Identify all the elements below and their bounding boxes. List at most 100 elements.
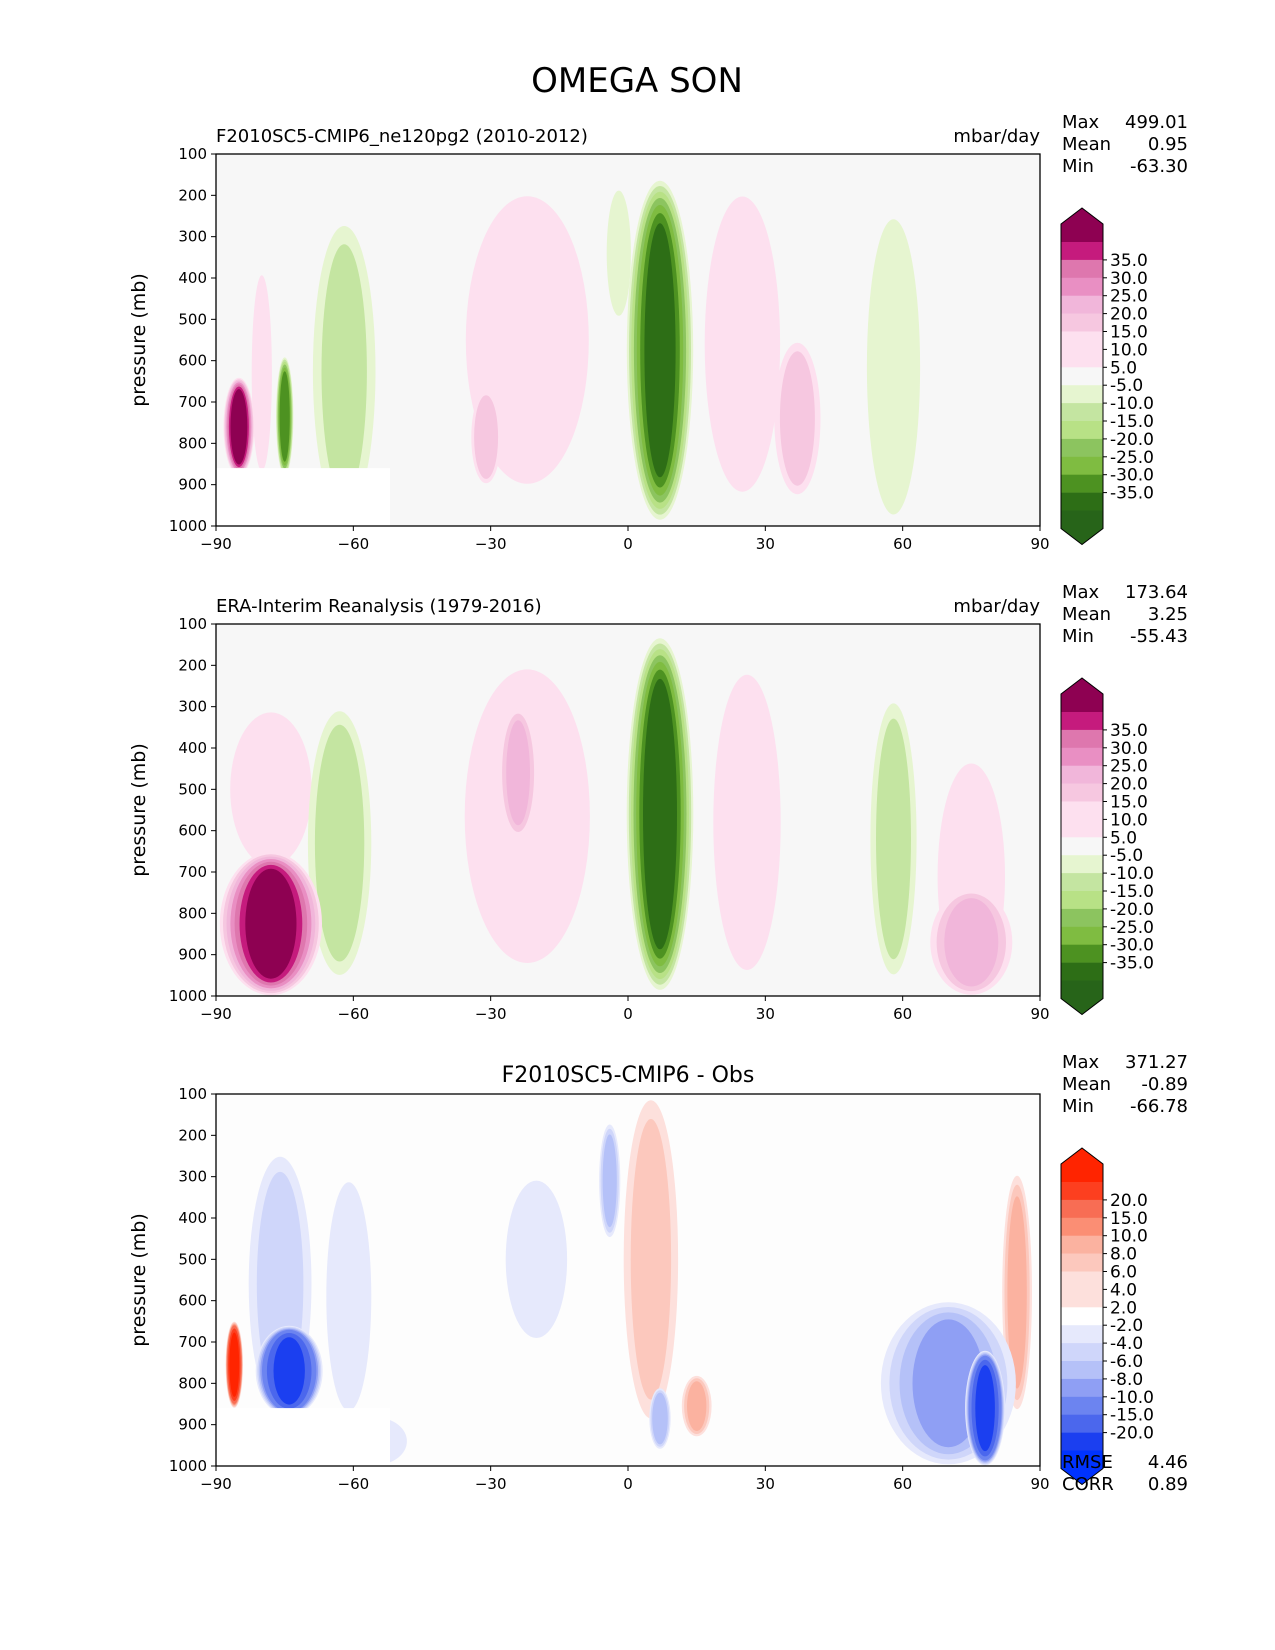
- stat-value: 0.95: [1148, 134, 1188, 155]
- panel-units: mbar/day: [953, 126, 1040, 147]
- contour-band: [944, 898, 999, 987]
- colorbar-segment: [1061, 1432, 1103, 1451]
- colorbar-max-extension: [1061, 208, 1103, 242]
- colorbar-segment: [1061, 1414, 1103, 1433]
- colorbar-segment: [1061, 1325, 1103, 1344]
- colorbar-label: 20.0: [1110, 1191, 1148, 1211]
- colorbar-label: 30.0: [1110, 269, 1148, 289]
- contour-feature: [498, 708, 538, 838]
- colorbar-segment: [1061, 242, 1103, 261]
- colorbar-segment: [1061, 403, 1103, 422]
- y-tick-label: 300: [178, 228, 207, 246]
- x-tick-label: −30: [475, 535, 507, 553]
- stat-label: Mean: [1062, 1074, 1111, 1095]
- contour-band: [630, 1119, 672, 1400]
- colorbar-segment: [1061, 331, 1103, 350]
- y-tick-label: 700: [178, 863, 207, 881]
- colorbar-segment: [1061, 712, 1103, 731]
- colorbar-label: 15.0: [1110, 323, 1148, 343]
- colorbar-label: 10.0: [1110, 1227, 1148, 1247]
- extra-stat-value: 0.89: [1148, 1474, 1188, 1495]
- contour-band: [245, 868, 297, 979]
- contour-band: [644, 223, 676, 478]
- colorbar-label: 5.0: [1110, 358, 1137, 378]
- colorbar-label: 35.0: [1110, 721, 1148, 741]
- y-tick-label: 100: [178, 1085, 207, 1103]
- contour-feature: [251, 275, 272, 471]
- colorbar-label: 20.0: [1110, 775, 1148, 795]
- panel-3: −90 −60 −30 0 30 60 90 100 200 300 400 500 600 700 800…: [128, 1052, 1188, 1495]
- contour-band: [273, 1337, 305, 1405]
- contour-feature: [623, 1100, 679, 1419]
- contour-band: [975, 1365, 995, 1452]
- colorbar-label: 2.0: [1110, 1298, 1137, 1318]
- contour-band: [321, 244, 367, 498]
- colorbar-segment: [1061, 819, 1103, 838]
- contour-feature: [471, 391, 501, 484]
- panel-title-left: F2010SC5-CMIP6_ne120pg2 (2010-2012): [216, 126, 588, 147]
- colorbar-label: 35.0: [1110, 251, 1148, 271]
- colorbar-label: -10.0: [1110, 864, 1154, 884]
- colorbar-segment: [1061, 1253, 1103, 1272]
- colorbar-segment: [1061, 873, 1103, 892]
- colorbar-label: -30.0: [1110, 466, 1154, 486]
- colorbar-segment: [1061, 926, 1103, 945]
- colorbar-segment: [1061, 855, 1103, 874]
- y-tick-label: 600: [178, 822, 207, 840]
- colorbar-segment: [1061, 1271, 1103, 1290]
- y-tick-label: 500: [178, 310, 207, 328]
- panel-units: mbar/day: [953, 596, 1040, 617]
- colorbar-segment: [1061, 492, 1103, 511]
- panel-1: −90 −60 −30 0 30 60 90 100 200 300 400 500 600 700 800…: [128, 112, 1188, 553]
- x-tick-label: 90: [1030, 1475, 1049, 1493]
- colorbar-segment: [1061, 837, 1103, 856]
- contour-band: [643, 678, 677, 950]
- stat-value: 371.27: [1125, 1052, 1188, 1073]
- stat-label: Max: [1062, 582, 1100, 603]
- colorbar-label: -8.0: [1110, 1370, 1143, 1390]
- colorbar-label: 25.0: [1110, 757, 1148, 777]
- colorbar-label: 25.0: [1110, 287, 1148, 307]
- y-tick-label: 700: [178, 1333, 207, 1351]
- colorbar-label: -20.0: [1110, 900, 1154, 920]
- colorbar-label: -25.0: [1110, 448, 1154, 468]
- contour-band: [713, 674, 781, 971]
- colorbar-segment: [1061, 765, 1103, 784]
- colorbar-outline: [1060, 207, 1104, 546]
- colorbar-label: -15.0: [1110, 882, 1154, 902]
- contour-feature: [930, 889, 1013, 995]
- y-tick-label: 200: [178, 656, 207, 674]
- stat-label: Mean: [1062, 604, 1111, 625]
- x-tick-label: −90: [200, 535, 232, 553]
- colorbar-outline: [1060, 677, 1104, 1016]
- stat-value: 499.01: [1125, 112, 1188, 133]
- x-tick-label: −60: [338, 1005, 370, 1023]
- colorbar-segment: [1061, 891, 1103, 910]
- contour-feature: [774, 342, 821, 495]
- contour-feature: [223, 377, 255, 476]
- contour-feature: [230, 712, 312, 867]
- colorbar-segment: [1061, 456, 1103, 475]
- colorbar-outline: [1060, 1147, 1104, 1486]
- stat-label: Mean: [1062, 134, 1111, 155]
- contour-band: [279, 371, 290, 462]
- panel-title-center: F2010SC5-CMIP6 - Obs: [502, 1063, 755, 1088]
- contour-band: [606, 190, 631, 316]
- contour-feature: [219, 852, 322, 996]
- y-tick-label: 400: [178, 269, 207, 287]
- x-tick-label: 90: [1030, 1005, 1049, 1023]
- colorbar-label: -2.0: [1110, 1316, 1143, 1336]
- y-tick-label: 600: [178, 1292, 207, 1310]
- colorbar-min-extension: [1061, 510, 1103, 545]
- colorbar-segment: [1061, 1217, 1103, 1236]
- stat-value: -63.30: [1130, 156, 1188, 177]
- y-tick-label: 800: [178, 1374, 207, 1392]
- y-axis-label: pressure (mb): [128, 1213, 150, 1347]
- contour-feature: [599, 1124, 621, 1238]
- x-tick-label: 0: [623, 535, 633, 553]
- colorbar-label: -6.0: [1110, 1352, 1143, 1372]
- contour-feature: [626, 638, 694, 990]
- colorbar-segment: [1061, 1235, 1103, 1254]
- y-tick-label: 600: [178, 352, 207, 370]
